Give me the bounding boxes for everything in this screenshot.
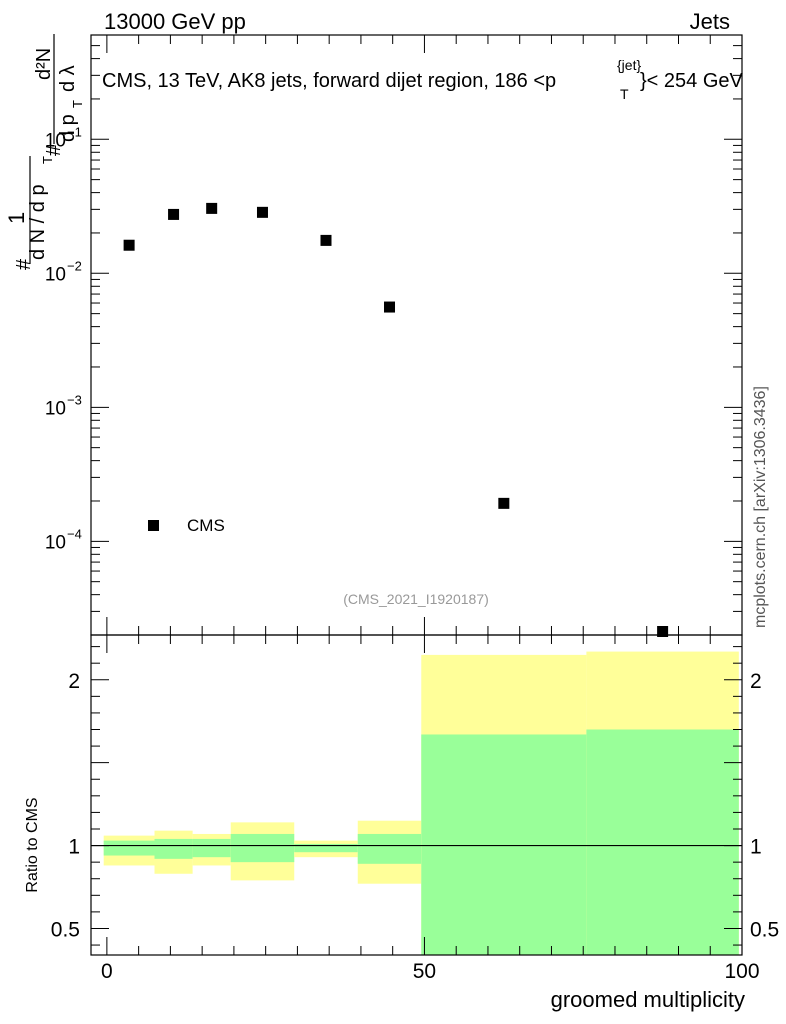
title-tail: }< 254 GeV	[640, 70, 744, 92]
main-y-tick-label: 10	[45, 130, 66, 151]
ylabel-one: 1	[4, 212, 29, 224]
plot-title: CMS, 13 TeV, AK8 jets, forward dijet reg…	[102, 57, 744, 102]
main-y-tick-label: 10	[45, 532, 66, 553]
title-sup: {jet}	[617, 57, 641, 73]
ratio-panel: 0.5 0.5 1 1 2 2 0 50 100 Ratio to CMS	[24, 634, 779, 983]
x-tick-label: 50	[413, 960, 436, 983]
main-y-tick-label: 10	[45, 398, 66, 419]
data-point	[206, 202, 218, 214]
ylabel-den: d p	[57, 114, 79, 142]
ratio-y-tick-label: 2	[68, 670, 80, 693]
ratio-green-band	[154, 838, 193, 859]
ratio-green-band	[103, 840, 155, 856]
legend-entry: CMS	[187, 516, 225, 535]
legend: CMS	[148, 516, 225, 535]
ylabel-dn-sub: T	[40, 156, 55, 164]
ratio-ticks: 0.5 0.5 1 1 2 2 0 50 100	[51, 635, 779, 983]
main-y-tick-exponent: −3	[67, 392, 82, 407]
legend-marker	[148, 520, 159, 531]
main-y-tick-exponent: −2	[67, 258, 82, 273]
ylabel-hash2: #	[43, 144, 65, 156]
ratio-green-band	[294, 843, 358, 853]
ratio-y-tick-label-right: 0.5	[750, 918, 779, 941]
ratio-green-band	[586, 729, 739, 955]
ratio-green-band	[421, 734, 587, 955]
data-point	[657, 626, 669, 637]
ratio-ylabel: Ratio to CMS	[24, 797, 41, 892]
data-point	[320, 234, 332, 246]
ratio-y-tick-label: 0.5	[51, 918, 80, 941]
ratio-y-tick-label-right: 2	[750, 670, 762, 693]
ratio-frame	[90, 634, 743, 956]
main-ylabel: # 1 d N / d p T # d²N d p T d λ	[4, 34, 85, 270]
title-sub: T	[620, 86, 629, 102]
ratio-green-band	[192, 838, 231, 858]
header-left: 13000 GeV pp	[104, 9, 246, 34]
data-point	[168, 208, 180, 220]
main-frame	[90, 34, 743, 636]
ylabel-den-tail: d λ	[57, 65, 79, 92]
analysis-id: (CMS_2021_I1920187)	[343, 591, 489, 607]
data-point	[123, 239, 135, 251]
title-main: CMS, 13 TeV, AK8 jets, forward dijet reg…	[102, 70, 556, 92]
header-right: Jets	[690, 9, 730, 34]
data-point	[498, 497, 510, 509]
ratio-bands	[103, 651, 739, 955]
ylabel-num: d²N	[33, 48, 55, 80]
ratio-green-band	[357, 833, 422, 864]
ylabel-dn: d N / d p	[27, 184, 49, 260]
ratio-green-band	[230, 833, 295, 863]
main-ticks: 10−410−310−210−1	[45, 35, 743, 636]
main-panel: 10−410−310−210−1 (CMS_2021_I1920187) CMS	[45, 34, 743, 637]
ratio-y-tick-label-right: 1	[750, 836, 762, 859]
main-y-tick-exponent: −1	[67, 124, 82, 139]
main-points	[123, 202, 669, 637]
main-y-tick-label: 10	[45, 264, 66, 285]
watermark: mcplots.cern.ch [arXiv:1306.3436]	[752, 386, 769, 628]
main-y-tick-exponent: −4	[67, 526, 82, 541]
ratio-y-tick-label: 1	[68, 836, 80, 859]
data-point	[384, 301, 396, 313]
data-point	[256, 206, 268, 218]
ylabel-den-sub: T	[70, 100, 85, 108]
x-axis-label: groomed multiplicity	[551, 987, 745, 1012]
x-tick-label: 0	[101, 960, 113, 983]
x-tick-label: 100	[724, 960, 759, 983]
